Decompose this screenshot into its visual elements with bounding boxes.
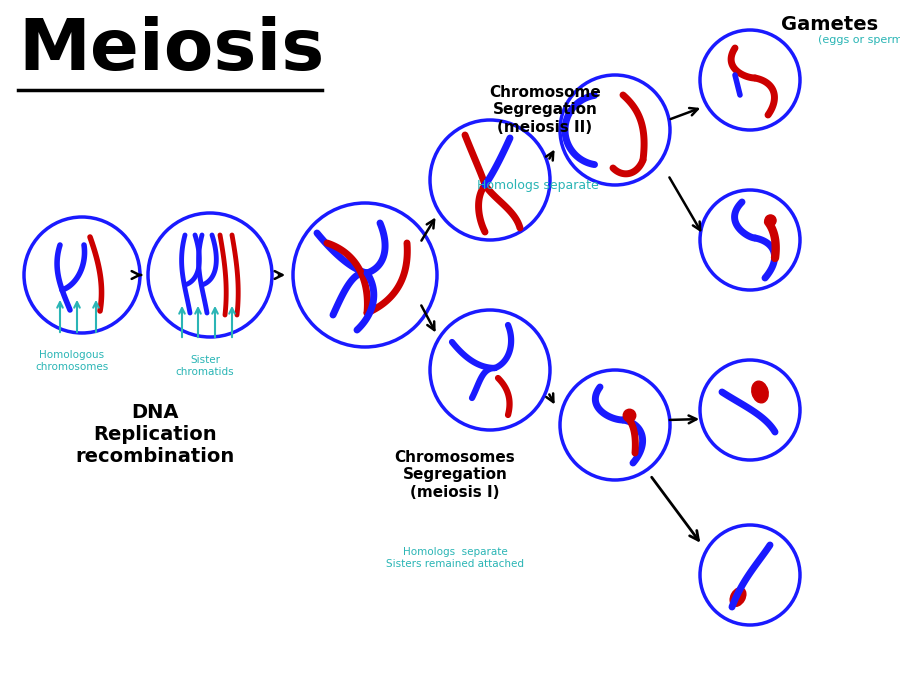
Ellipse shape bbox=[730, 588, 746, 606]
Text: (eggs or sperm): (eggs or sperm) bbox=[817, 35, 900, 45]
Text: Sister
chromatids: Sister chromatids bbox=[176, 355, 234, 377]
Text: Gametes: Gametes bbox=[781, 15, 878, 34]
Text: Chromosomes
Segregation
(meiosis I): Chromosomes Segregation (meiosis I) bbox=[394, 450, 516, 500]
Text: DNA
Replication
recombination: DNA Replication recombination bbox=[76, 404, 235, 466]
Text: Homologs  separate
Sisters remained attached: Homologs separate Sisters remained attac… bbox=[386, 547, 524, 568]
Text: Homologous
chromosomes: Homologous chromosomes bbox=[35, 350, 109, 372]
Ellipse shape bbox=[752, 381, 769, 403]
Text: Homologs separate: Homologs separate bbox=[477, 178, 598, 192]
Text: Meiosis: Meiosis bbox=[18, 16, 324, 85]
Text: Chromosome
Segregation
(meiosis II): Chromosome Segregation (meiosis II) bbox=[489, 85, 601, 135]
